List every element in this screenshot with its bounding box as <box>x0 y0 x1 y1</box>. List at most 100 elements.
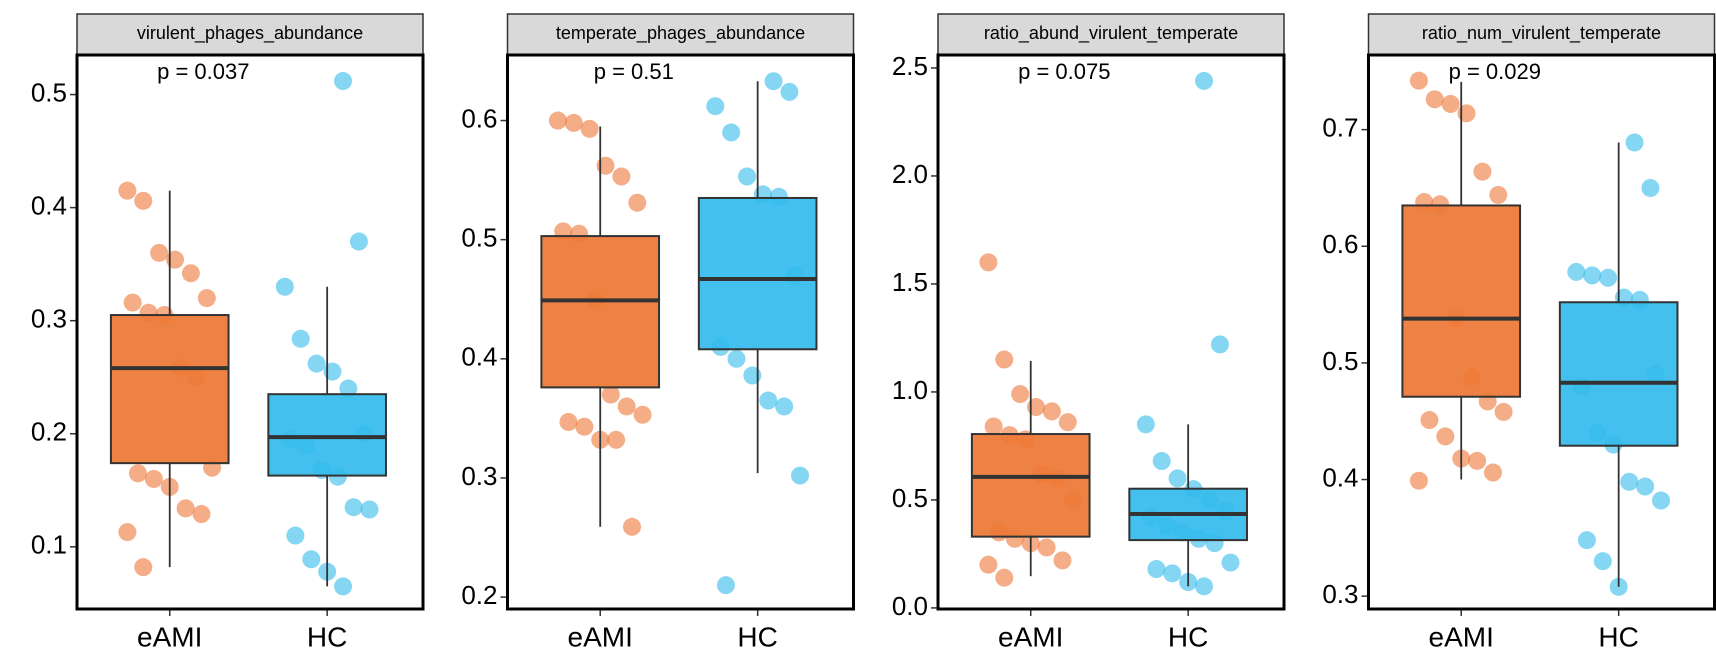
jitter-point <box>1583 266 1602 285</box>
y-tick-label: 0.5 <box>461 223 497 253</box>
y-tick-label: 2.0 <box>892 159 928 189</box>
jitter-point <box>548 111 567 130</box>
jitter-point <box>716 576 735 595</box>
panel-border <box>75 53 425 611</box>
jitter-point <box>617 397 636 416</box>
jitter-point <box>1457 104 1476 123</box>
y-tick-label: 0.2 <box>31 417 67 447</box>
y-tick-label: 0.3 <box>31 304 67 334</box>
jitter-point <box>123 293 142 312</box>
box <box>1558 301 1679 447</box>
y-tick-label: 0.5 <box>31 77 67 107</box>
y-tick-label: 0.4 <box>461 342 497 372</box>
strip-label: ratio_abund_virulent_temperate <box>984 23 1238 44</box>
y-tick-label: 0.5 <box>1322 346 1358 376</box>
jitter-point <box>307 354 326 373</box>
box <box>697 196 818 351</box>
jitter-point <box>1409 471 1428 490</box>
jitter-point <box>1136 415 1155 434</box>
y-tick-label: 2.5 <box>892 51 928 81</box>
y-tick-label: 0.3 <box>461 461 497 491</box>
jitter-point <box>633 405 652 424</box>
jitter-point <box>118 523 137 542</box>
jitter-point <box>339 379 358 398</box>
jitter-point <box>323 362 342 381</box>
jitter-point <box>181 264 200 283</box>
p-value: p = 0.51 <box>594 59 674 84</box>
jitter-point <box>559 412 578 431</box>
jitter-point <box>1489 185 1508 204</box>
jitter-point <box>628 193 647 212</box>
y-tick-label: 0.2 <box>461 580 497 610</box>
jitter-point <box>1441 94 1460 113</box>
y-tick-label: 0.5 <box>892 483 928 513</box>
strip-background <box>1367 13 1716 56</box>
y-tick-label: 0.1 <box>31 530 67 560</box>
jitter-point <box>995 568 1014 587</box>
jitter-point <box>1641 178 1660 197</box>
y-tick-label: 0.7 <box>1322 113 1358 143</box>
jitter-point <box>622 517 641 536</box>
jitter-point <box>1053 551 1072 570</box>
jitter-point <box>743 366 762 385</box>
jitter-point <box>192 505 211 524</box>
jitter-point <box>144 469 163 488</box>
jitter-point <box>334 577 353 596</box>
jitter-point <box>1195 577 1214 596</box>
jitter-point <box>1221 553 1240 572</box>
box <box>540 235 661 389</box>
x-tick-label: eAMI <box>1429 621 1494 652</box>
jitter-point <box>176 499 195 518</box>
panel-border <box>1367 53 1716 611</box>
jitter-point <box>791 466 810 485</box>
jitter-point <box>1409 71 1428 90</box>
jitter-point <box>764 72 783 91</box>
jitter-point <box>1163 564 1182 583</box>
box <box>1401 204 1522 398</box>
jitter-point <box>722 123 741 142</box>
jitter-point <box>727 349 746 368</box>
jitter-point <box>1652 491 1671 510</box>
jitter-point <box>1037 538 1056 557</box>
y-tick-label: 1.0 <box>892 375 928 405</box>
jitter-point <box>979 253 998 272</box>
jitter-point <box>1168 469 1187 488</box>
panel-border <box>936 53 1286 611</box>
jitter-point <box>1210 335 1229 354</box>
p-value: p = 0.037 <box>157 59 249 84</box>
jitter-point <box>601 385 620 404</box>
jitter-point <box>979 555 998 574</box>
jitter-point <box>134 558 153 577</box>
jitter-point <box>197 289 216 308</box>
jitter-point <box>706 97 725 116</box>
jitter-point <box>1599 268 1618 287</box>
jitter-point <box>759 391 778 410</box>
strip-background <box>937 13 1285 56</box>
jitter-point <box>780 82 799 101</box>
jitter-point <box>360 500 379 519</box>
jitter-point <box>1011 385 1030 404</box>
box <box>109 314 230 465</box>
jitter-point <box>134 191 153 210</box>
jitter-point <box>612 167 631 186</box>
jitter-point <box>738 167 757 186</box>
jitter-point <box>349 232 368 251</box>
x-tick-label: HC <box>1598 621 1638 652</box>
strip-background <box>76 13 424 56</box>
x-tick-label: HC <box>1168 621 1208 652</box>
strip-label: ratio_num_virulent_temperate <box>1422 23 1661 44</box>
jitter-point <box>1147 560 1166 579</box>
jitter-point <box>275 277 294 296</box>
jitter-point <box>1483 463 1502 482</box>
jitter-point <box>1425 90 1444 109</box>
jitter-point <box>1152 452 1171 471</box>
jitter-point <box>166 250 185 269</box>
jitter-point <box>984 417 1003 436</box>
p-value: p = 0.029 <box>1449 59 1541 84</box>
jitter-point <box>1620 472 1639 491</box>
jitter-point <box>596 156 615 175</box>
y-tick-label: 0.6 <box>461 103 497 133</box>
jitter-point <box>1625 133 1644 152</box>
jitter-point <box>1468 451 1487 470</box>
